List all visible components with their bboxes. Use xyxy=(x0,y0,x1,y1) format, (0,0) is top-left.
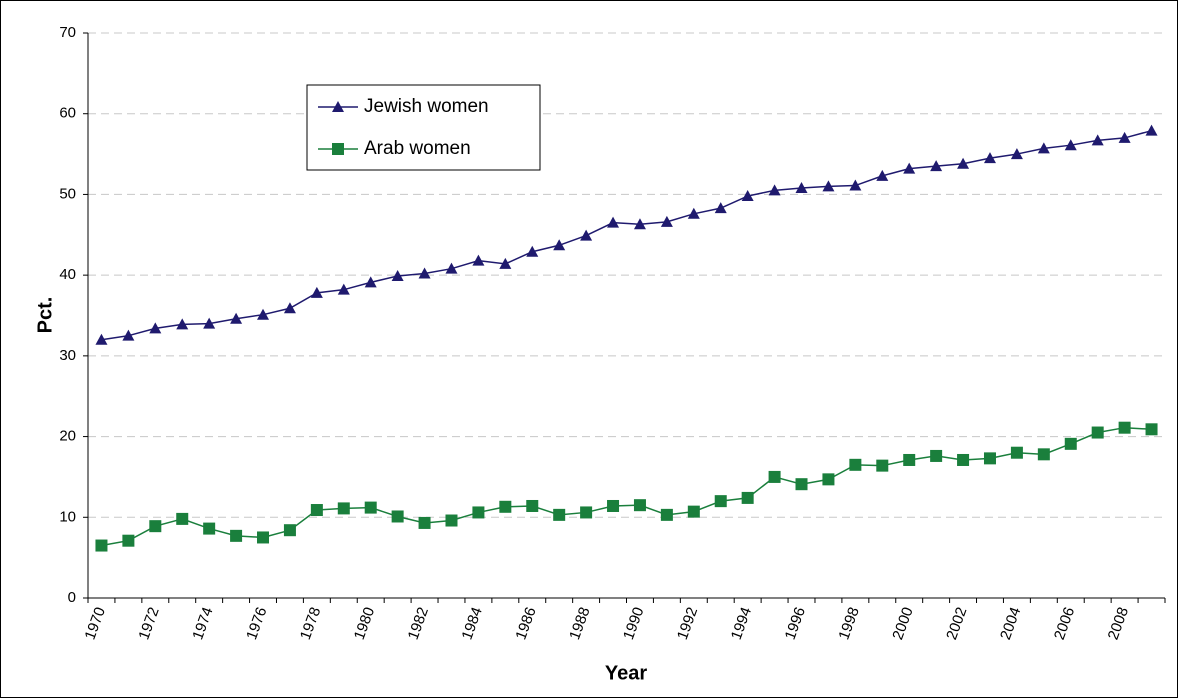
marker xyxy=(1145,124,1158,136)
marker xyxy=(203,317,216,329)
marker xyxy=(553,508,566,521)
marker xyxy=(687,505,700,518)
marker xyxy=(499,500,512,513)
marker xyxy=(607,216,620,228)
marker xyxy=(930,160,943,172)
y-tick-label: 50 xyxy=(59,185,76,202)
marker xyxy=(983,452,996,465)
marker xyxy=(741,190,754,202)
marker xyxy=(445,514,458,527)
marker xyxy=(768,470,781,483)
marker xyxy=(122,534,135,547)
marker xyxy=(687,207,700,219)
marker xyxy=(903,162,916,174)
y-tick-label: 10 xyxy=(59,508,76,525)
marker xyxy=(230,529,243,542)
marker xyxy=(391,510,404,523)
legend-box xyxy=(306,84,541,171)
marker xyxy=(822,180,835,192)
marker xyxy=(795,181,808,193)
marker xyxy=(332,143,344,155)
marker xyxy=(768,184,781,196)
marker xyxy=(332,101,344,112)
legend-label: Arab women xyxy=(364,138,471,159)
marker xyxy=(876,169,889,181)
marker xyxy=(418,516,431,529)
marker xyxy=(364,276,377,288)
series-line xyxy=(101,129,1152,341)
marker xyxy=(1145,423,1158,436)
marker xyxy=(849,458,862,471)
y-tick-label: 40 xyxy=(59,266,76,283)
marker xyxy=(472,254,485,266)
marker xyxy=(203,522,216,535)
y-tick-label: 20 xyxy=(59,428,76,445)
marker xyxy=(149,520,162,533)
marker xyxy=(499,257,512,269)
marker xyxy=(1118,421,1131,434)
marker xyxy=(1091,426,1104,439)
marker xyxy=(257,531,270,544)
marker xyxy=(1091,134,1104,146)
marker xyxy=(418,267,431,279)
marker xyxy=(714,495,727,508)
marker xyxy=(1010,148,1023,160)
marker xyxy=(1010,446,1023,459)
marker xyxy=(822,473,835,486)
marker xyxy=(741,491,754,504)
marker xyxy=(553,239,566,251)
marker xyxy=(633,218,646,230)
marker xyxy=(930,449,943,462)
marker xyxy=(149,322,162,334)
x-axis-title: Year xyxy=(605,662,647,684)
marker xyxy=(660,508,673,521)
marker xyxy=(445,262,458,274)
marker xyxy=(983,152,996,164)
marker xyxy=(580,506,593,519)
marker xyxy=(95,333,108,345)
marker xyxy=(957,157,970,169)
marker xyxy=(283,302,296,314)
marker xyxy=(1118,131,1131,143)
marker xyxy=(1037,142,1050,154)
marker xyxy=(310,286,323,298)
marker xyxy=(122,329,135,341)
marker xyxy=(795,478,808,491)
marker xyxy=(957,453,970,466)
marker xyxy=(472,506,485,519)
marker xyxy=(876,459,889,472)
marker xyxy=(230,312,243,324)
marker xyxy=(283,524,296,537)
marker xyxy=(95,539,108,552)
marker xyxy=(526,499,539,512)
marker xyxy=(1064,139,1077,151)
marker xyxy=(1037,448,1050,461)
marker xyxy=(903,453,916,466)
marker xyxy=(633,499,646,512)
marker xyxy=(337,283,350,295)
marker xyxy=(580,229,593,241)
y-tick-label: 70 xyxy=(59,24,76,41)
marker xyxy=(714,202,727,214)
marker xyxy=(176,512,189,525)
marker xyxy=(257,308,270,320)
y-tick-label: 0 xyxy=(68,589,76,606)
y-tick-label: 60 xyxy=(59,105,76,122)
marker xyxy=(849,179,862,191)
marker xyxy=(526,245,539,257)
marker xyxy=(607,499,620,512)
marker xyxy=(310,504,323,517)
legend-label: Jewish women xyxy=(364,96,489,117)
marker xyxy=(660,215,673,227)
series-line xyxy=(101,426,1152,547)
marker xyxy=(337,502,350,515)
marker xyxy=(1064,437,1077,450)
marker xyxy=(364,501,377,514)
y-tick-label: 30 xyxy=(59,347,76,364)
y-axis-title: Pct. xyxy=(34,297,56,334)
marker xyxy=(176,318,189,330)
marker xyxy=(391,269,404,281)
